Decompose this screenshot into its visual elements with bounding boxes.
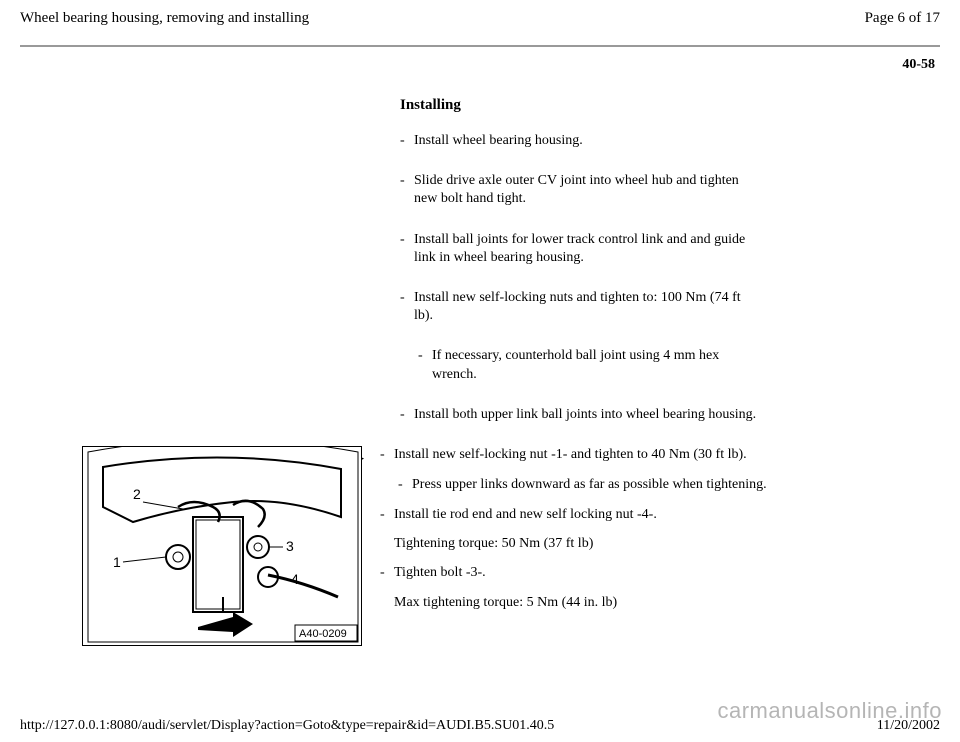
bullet-dash: - [400,289,414,325]
figure-section: ◀ [20,446,940,646]
figure-callout-1: 1 [113,554,121,570]
figure-text-column: - Install new self-locking nut -1- and t… [380,446,940,646]
list-item: - Tighten bolt -3-. [380,564,880,582]
header-row: Wheel bearing housing, removing and inst… [20,10,940,27]
sub-list-text: Press upper links downward as far as pos… [412,476,767,494]
figure-ref-label: A40-0209 [299,628,347,640]
bullet-dash: - [380,506,394,524]
bullet-dash: - [400,172,414,208]
bullet-dash: - [400,132,414,150]
header-page-of: Page 6 of 17 [865,10,940,27]
section-title: Installing [400,97,760,114]
list-text: Slide drive axle outer CV joint into whe… [414,172,760,208]
list-text: Install tie rod end and new self locking… [394,506,657,524]
page-code-label: 40-58 [20,57,940,73]
page-container: Wheel bearing housing, removing and inst… [0,0,960,742]
note-text: Max tightening torque: 5 Nm (44 in. lb) [394,595,880,611]
list-item: - Install both upper link ball joints in… [400,406,760,424]
header-title: Wheel bearing housing, removing and inst… [20,10,309,27]
figure-callout-3: 3 [286,538,294,554]
footer-row: http://127.0.0.1:8080/audi/servlet/Displ… [20,718,940,734]
note-text: Tightening torque: 50 Nm (37 ft lb) [394,536,880,552]
list-text: Install wheel bearing housing. [414,132,583,150]
list-text: Tighten bolt -3-. [394,564,486,582]
list-item: - Install tie rod end and new self locki… [380,506,880,524]
installing-section: Installing - Install wheel bearing housi… [400,97,760,424]
list-item: - Install new self-locking nuts and tigh… [400,289,760,325]
footer-date: 11/20/2002 [877,718,940,734]
figure-area: ◀ [82,446,362,646]
list-text: Install new self-locking nut -1- and tig… [394,446,747,464]
bullet-dash: - [398,476,412,494]
bullet-dash: - [380,564,394,582]
sub-list-item: - Press upper links downward as far as p… [398,476,880,494]
header-divider [20,45,940,47]
figure-callout-2: 2 [133,486,141,502]
list-item: - Install wheel bearing housing. [400,132,760,150]
bullet-dash: - [380,446,394,464]
bullet-dash: - [400,231,414,267]
list-text: Install ball joints for lower track cont… [414,231,760,267]
figure-frame: 1 2 3 4 A40-0209 [82,446,362,646]
sub-list-text: If necessary, counterhold ball joint usi… [432,347,760,383]
footer-url: http://127.0.0.1:8080/audi/servlet/Displ… [20,718,554,734]
list-text: Install new self-locking nuts and tighte… [414,289,760,325]
figure-svg: 1 2 3 4 A40-0209 [83,447,362,646]
figure-callout-4: 4 [291,571,299,587]
bullet-dash: - [400,406,414,424]
list-text: Install both upper link ball joints into… [414,406,756,424]
bullet-dash: - [418,347,432,383]
list-item: - Install new self-locking nut -1- and t… [380,446,880,464]
sub-list-item: - If necessary, counterhold ball joint u… [418,347,760,383]
list-item: - Slide drive axle outer CV joint into w… [400,172,760,208]
list-item: - Install ball joints for lower track co… [400,231,760,267]
